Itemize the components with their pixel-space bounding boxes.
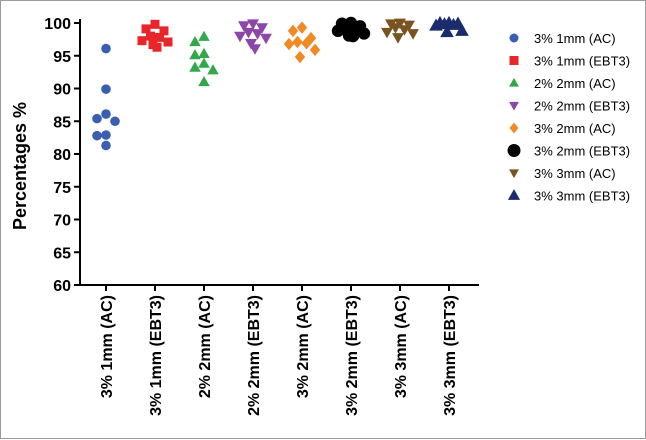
data-point xyxy=(146,31,155,41)
legend-marker xyxy=(507,144,521,157)
legend-label: 3% 2mm (EBT3) xyxy=(534,144,630,159)
data-point xyxy=(207,64,219,75)
data-point xyxy=(437,17,452,30)
data-point xyxy=(309,43,321,57)
data-point xyxy=(234,31,246,43)
y-tick-label: 70 xyxy=(53,213,71,230)
legend-label: 2% 2mm (EBT3) xyxy=(534,99,630,114)
data-point xyxy=(455,23,469,36)
data-point xyxy=(440,25,454,38)
legend-marker xyxy=(509,122,519,134)
y-tick-label: 80 xyxy=(53,147,71,164)
x-tick-label: 2% 2mm (EBT3) xyxy=(246,295,263,416)
legend-label: 3% 3mm (AC) xyxy=(534,166,616,181)
data-point xyxy=(251,29,264,40)
data-point xyxy=(398,25,411,36)
data-point xyxy=(141,24,151,34)
x-tick-label: 3% 3mm (EBT3) xyxy=(442,295,459,416)
legend-marker xyxy=(509,169,519,179)
data-point xyxy=(305,31,317,45)
data-point xyxy=(189,49,201,60)
x-tick-label: 3% 1mm (EBT3) xyxy=(148,295,165,416)
legend-label: 2% 2mm (AC) xyxy=(534,76,616,91)
data-point xyxy=(92,130,102,141)
legend-marker xyxy=(509,77,519,87)
data-point xyxy=(287,24,299,38)
data-point xyxy=(238,21,250,32)
data-point xyxy=(198,30,210,41)
data-point xyxy=(389,23,402,34)
data-point xyxy=(110,116,120,127)
data-point xyxy=(301,37,312,50)
y-axis-label: Percentages % xyxy=(10,102,30,230)
data-point xyxy=(198,75,210,87)
axes: 60 65 70 75 80 85 90 95 100 3% 1mm (AC) 3% 1mm (EB… xyxy=(44,16,479,416)
data-point xyxy=(242,27,255,39)
legend-label: 3% 1mm (EBT3) xyxy=(534,54,630,69)
x-tick-label: 3% 2mm (EBT3) xyxy=(344,295,361,416)
legend-marker xyxy=(509,33,519,43)
data-point xyxy=(101,84,111,94)
data-point xyxy=(101,43,111,54)
legend-marker xyxy=(507,189,521,200)
legend-marker xyxy=(509,101,519,111)
data-point xyxy=(294,50,306,64)
data-point xyxy=(256,23,268,34)
data-point xyxy=(249,44,261,55)
x-tick-label: 3% 3mm (AC) xyxy=(393,295,410,398)
data-point xyxy=(292,35,303,49)
data-points xyxy=(92,15,469,151)
x-tick-label: 2% 2mm (AC) xyxy=(197,295,214,398)
data-point xyxy=(155,32,164,42)
data-point xyxy=(392,33,404,44)
data-point xyxy=(296,21,308,34)
data-point xyxy=(152,42,162,52)
x-tick-label: 3% 1mm (AC) xyxy=(99,295,116,398)
data-point xyxy=(92,113,102,124)
data-point xyxy=(198,47,210,58)
legend: 3% 1mm (AC) 3% 1mm (EBT3) 2% 2mm (AC) 2% 2m… xyxy=(507,31,630,204)
data-point xyxy=(101,109,111,119)
data-point xyxy=(357,27,371,40)
y-tick-label: 95 xyxy=(53,49,71,66)
legend-label: 3% 1mm (AC) xyxy=(534,31,616,46)
data-point xyxy=(446,17,461,30)
data-point xyxy=(407,29,419,40)
x-tick-label: 3% 2mm (AC) xyxy=(295,295,312,398)
data-point xyxy=(283,37,295,51)
data-point xyxy=(150,19,160,29)
data-point xyxy=(163,37,173,47)
data-point xyxy=(381,27,393,39)
legend-label: 3% 3mm (EBT3) xyxy=(534,189,630,204)
y-tick-label: 65 xyxy=(53,245,71,262)
y-tick-label: 85 xyxy=(53,114,71,131)
y-tick-label: 100 xyxy=(44,16,71,33)
data-point xyxy=(346,29,360,43)
data-point xyxy=(101,130,111,140)
data-point xyxy=(247,19,259,30)
y-tick-label: 75 xyxy=(53,180,71,197)
data-point xyxy=(429,18,443,31)
data-point xyxy=(101,140,111,151)
data-point xyxy=(189,36,201,47)
data-point xyxy=(331,24,345,38)
data-point xyxy=(137,36,147,46)
data-point xyxy=(159,26,169,36)
y-tick-label: 90 xyxy=(53,82,71,99)
legend-label: 3% 2mm (AC) xyxy=(534,121,616,136)
data-point xyxy=(260,33,272,45)
data-point xyxy=(189,61,201,72)
legend-marker xyxy=(509,56,519,65)
y-tick-label: 60 xyxy=(53,278,71,295)
data-point xyxy=(198,57,210,68)
